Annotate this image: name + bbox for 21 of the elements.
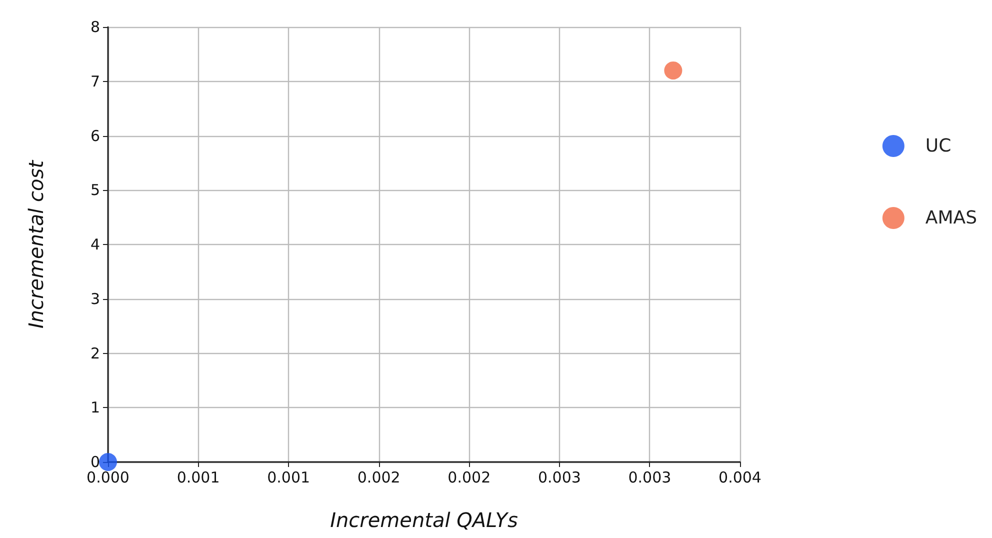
y-tick-label: 4	[90, 236, 100, 254]
legend-label: UC	[925, 136, 952, 156]
y-tick-label: 2	[90, 344, 100, 362]
y-tick-label: 3	[90, 290, 100, 308]
y-tick-label: 5	[90, 181, 100, 200]
x-axis-title: Incremental QALYs	[330, 508, 518, 532]
y-axis-title: Incremental cost	[24, 159, 48, 329]
x-tick-label: 0.001	[176, 468, 220, 486]
legend-label: AMAS	[925, 208, 978, 228]
x-tick-label: 0.000	[86, 468, 130, 486]
x-tick-label: 0.001	[267, 468, 310, 486]
y-tick-label: 7	[90, 72, 100, 90]
y-tick-label: 8	[90, 18, 100, 36]
y-tick-label: 1	[90, 398, 100, 417]
y-tick-label: 0	[90, 453, 100, 471]
x-tick-label: 0.002	[357, 468, 400, 486]
x-tick-label: 0.003	[538, 468, 581, 486]
x-tick-label: 0.004	[718, 468, 762, 486]
x-tick-label: 0.002	[448, 468, 491, 486]
x-tick-label: 0.003	[628, 468, 672, 486]
y-tick-label: 6	[90, 126, 100, 145]
